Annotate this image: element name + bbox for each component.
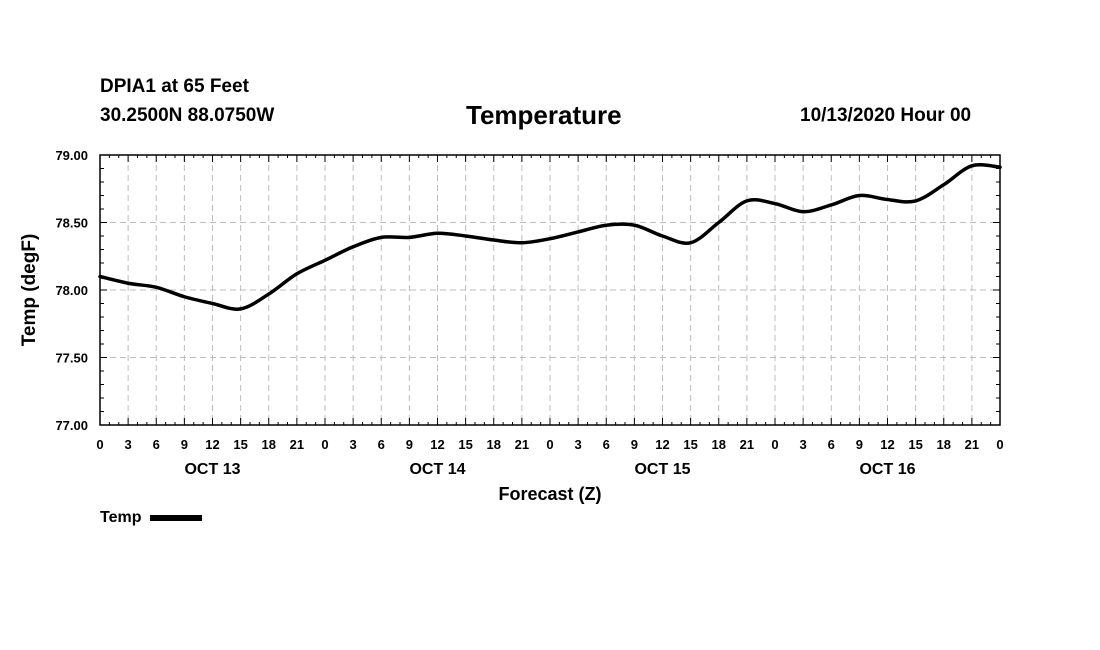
y-tick-label: 77.00 [55,418,88,433]
station-label: DPIA1 at 65 Feet [100,76,249,97]
x-tick-label: 9 [406,437,413,452]
x-tick-label: 6 [378,437,385,452]
legend-label: Temp [100,509,142,526]
x-tick-label: 6 [828,437,835,452]
x-tick-label: 12 [880,437,894,452]
x-tick-label: 15 [458,437,472,452]
x-tick-label: 6 [153,437,160,452]
y-tick-label: 77.50 [55,351,88,366]
x-tick-label: 0 [996,437,1003,452]
x-tick-label: 15 [233,437,247,452]
x-tick-label: 9 [631,437,638,452]
y-tick-label: 79.00 [55,148,88,163]
x-tick-label: 9 [856,437,863,452]
issued-time-label: 10/13/2020 Hour 00 [800,105,972,126]
x-tick-label: 18 [937,437,951,452]
x-tick-label: 3 [800,437,807,452]
x-tick-label: 0 [321,437,328,452]
x-tick-label: 21 [290,437,304,452]
x-tick-label: 12 [205,437,219,452]
x-tick-label: 0 [96,437,103,452]
x-tick-label: 3 [350,437,357,452]
legend: Temp [100,509,203,527]
date-label: OCT 13 [184,461,240,478]
x-tick-label: 12 [655,437,669,452]
x-tick-label: 0 [771,437,778,452]
y-tick-label: 78.00 [55,283,88,298]
y-axis-title: Temp (degF) [19,234,40,347]
chart-title: Temperature [466,100,622,130]
x-axis-title: Forecast (Z) [498,484,601,504]
x-tick-label: 3 [125,437,132,452]
x-tick-label: 9 [181,437,188,452]
series-line-temp [98,162,1002,311]
date-label: OCT 15 [634,461,690,478]
x-tick-label: 21 [515,437,529,452]
x-tick-label: 0 [546,437,553,452]
x-tick-label: 18 [487,437,501,452]
date-label: OCT 16 [859,461,915,478]
y-tick-label: 78.50 [55,216,88,231]
x-tick-label: 18 [262,437,276,452]
x-tick-label: 3 [575,437,582,452]
x-tick-label: 21 [965,437,979,452]
x-tick-label: 15 [683,437,697,452]
coordinates-label: 30.2500N 88.0750W [100,105,275,126]
x-tick-label: 6 [603,437,610,452]
date-label: OCT 14 [409,461,465,478]
legend-line-swatch [150,515,203,521]
x-tick-label: 15 [908,437,922,452]
x-tick-label: 12 [430,437,444,452]
x-tick-label: 21 [740,437,754,452]
x-tick-label: 18 [712,437,726,452]
